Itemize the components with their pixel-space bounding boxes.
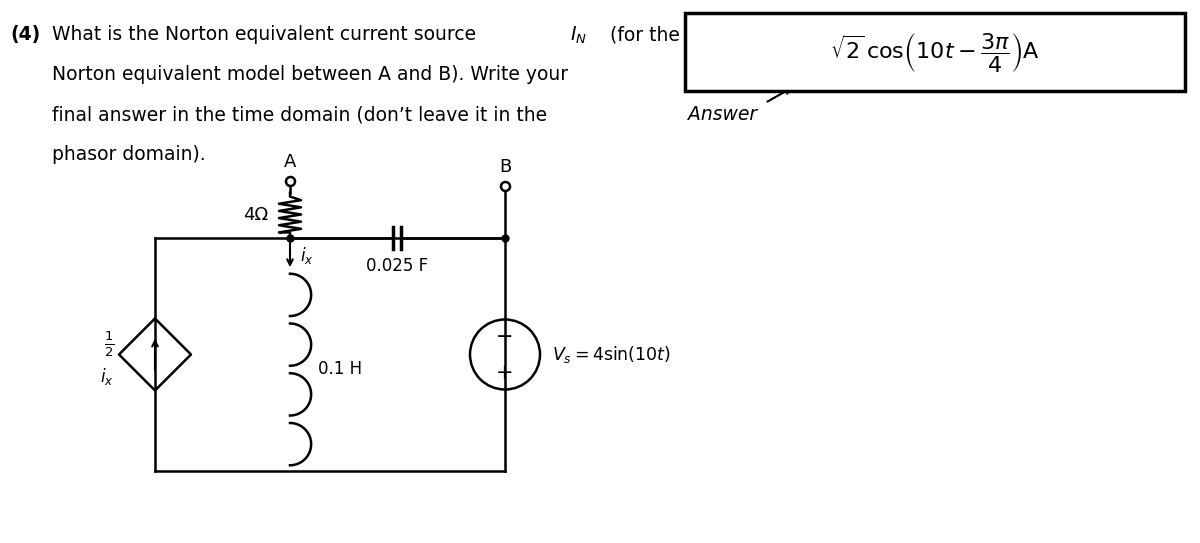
Text: final answer in the time domain (don’t leave it in the: final answer in the time domain (don’t l…	[52, 105, 547, 124]
FancyBboxPatch shape	[685, 13, 1186, 91]
Text: (4): (4)	[10, 25, 41, 44]
Text: $\sqrt{2}\,\cos\!\left(10t - \dfrac{3\pi}{4}\right)\mathrm{A}$: $\sqrt{2}\,\cos\!\left(10t - \dfrac{3\pi…	[830, 30, 1040, 73]
Text: What is the Norton equivalent current source: What is the Norton equivalent current so…	[52, 25, 482, 44]
Text: 0.025 F: 0.025 F	[366, 257, 428, 275]
Text: $i_x$: $i_x$	[101, 366, 114, 387]
Text: Norton equivalent model between A and B). Write your: Norton equivalent model between A and B)…	[52, 65, 568, 84]
Text: phasor domain).: phasor domain).	[52, 145, 205, 164]
Text: A: A	[284, 153, 296, 171]
Text: Answer: Answer	[688, 105, 757, 124]
Text: B: B	[499, 158, 511, 176]
Text: −: −	[497, 327, 514, 347]
Text: $V_s = 4\sin(10t)$: $V_s = 4\sin(10t)$	[552, 344, 671, 365]
Text: (for the: (for the	[610, 25, 680, 44]
Text: +: +	[496, 363, 514, 383]
Text: 4Ω: 4Ω	[242, 205, 268, 224]
Text: 0.1 H: 0.1 H	[318, 361, 362, 378]
Text: $I_N$: $I_N$	[570, 25, 587, 46]
Text: $i_x$: $i_x$	[300, 244, 313, 266]
Text: $\frac{1}{2}$: $\frac{1}{2}$	[103, 330, 114, 359]
